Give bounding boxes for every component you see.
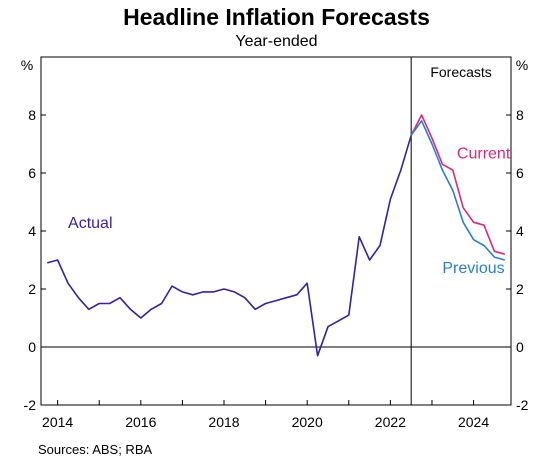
x-tick-label: 2018 xyxy=(208,414,239,430)
chart-title: Headline Inflation Forecasts xyxy=(123,4,430,30)
series-label-current: Current xyxy=(457,146,511,163)
y-tick-label-right: 2 xyxy=(516,281,524,297)
series-label-actual: Actual xyxy=(68,215,112,232)
y-axis-unit-left: % xyxy=(21,57,33,73)
y-tick-label-left: 4 xyxy=(28,223,36,239)
series-line-actual xyxy=(46,135,412,357)
x-tick-label: 2014 xyxy=(42,414,73,430)
series-label-previous: Previous xyxy=(442,260,504,277)
forecast-label: Forecasts xyxy=(430,64,491,80)
y-tick-label-right: 4 xyxy=(516,223,524,239)
series-line-current xyxy=(410,114,506,255)
x-tick-label: 2020 xyxy=(292,414,323,430)
chart-subtitle: Year-ended xyxy=(235,33,318,50)
y-tick-label-right: 8 xyxy=(516,107,524,123)
y-axis-unit-right: % xyxy=(516,57,528,73)
y-tick-label-left: 8 xyxy=(28,107,36,123)
y-tick-label-left: 2 xyxy=(28,281,36,297)
y-tick-label-right: 0 xyxy=(516,339,524,355)
y-tick-label-right: -2 xyxy=(516,397,529,413)
y-tick-label-left: 0 xyxy=(28,339,36,355)
source-note: Sources: ABS; RBA xyxy=(38,442,153,457)
y-tick-label-right: 6 xyxy=(516,165,524,181)
x-tick-label: 2022 xyxy=(375,414,406,430)
x-tick-label: 2016 xyxy=(125,414,156,430)
y-tick-label-left: -2 xyxy=(24,397,37,413)
y-tick-label-left: 6 xyxy=(28,165,36,181)
x-tick-label: 2024 xyxy=(458,414,489,430)
series-line-previous xyxy=(410,120,506,261)
